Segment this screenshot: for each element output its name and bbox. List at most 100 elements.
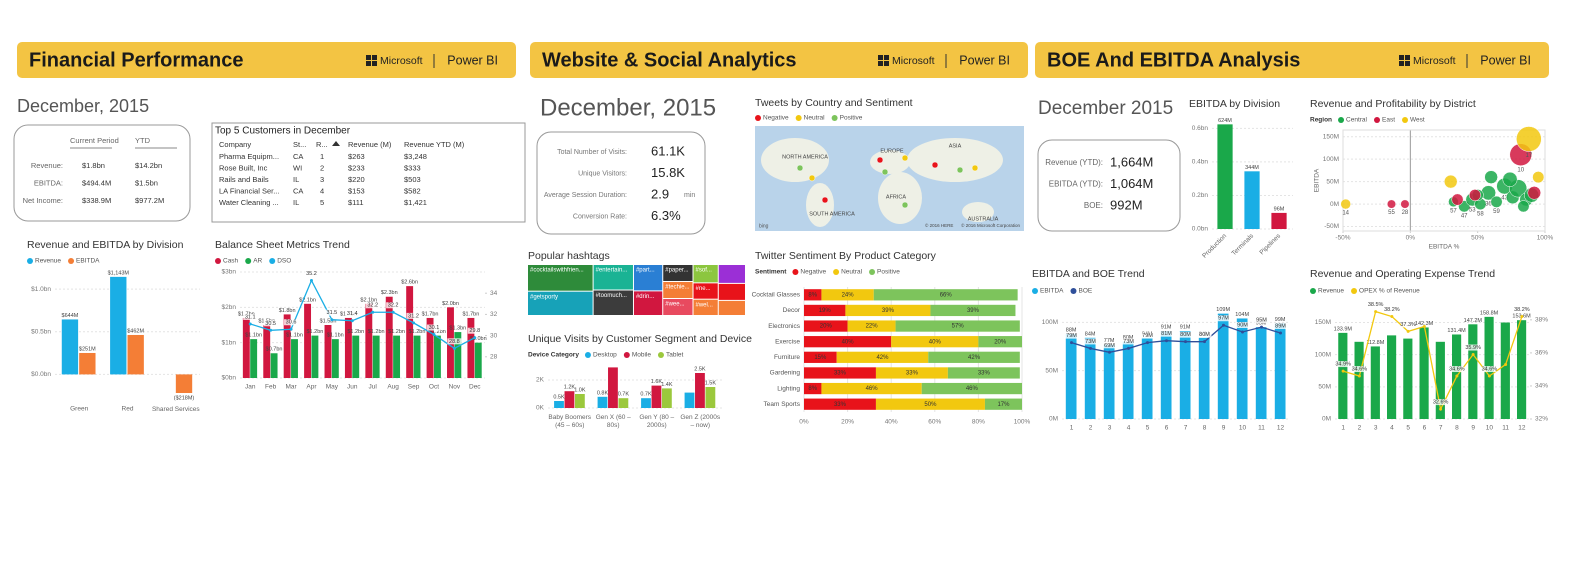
bar bbox=[406, 286, 414, 378]
bubble bbox=[1386, 199, 1396, 209]
microsoft-logo bbox=[1399, 55, 1404, 60]
legend-label: OPEX % of Revenue bbox=[1359, 288, 1420, 295]
data-label: $2.6bn bbox=[401, 280, 418, 286]
bar-segment bbox=[891, 336, 979, 348]
category-label-box: Gen Z (2000s – now) bbox=[680, 414, 720, 429]
microsoft-logo bbox=[372, 55, 377, 60]
x-tick-label: Jan bbox=[245, 384, 256, 391]
brand: Microsoft bbox=[1413, 55, 1456, 67]
legend-swatch bbox=[792, 269, 799, 275]
data-label: 34.6% bbox=[1449, 366, 1465, 372]
data-label: 31.4 bbox=[347, 311, 358, 317]
treemap-tile bbox=[718, 265, 745, 283]
y-tick-label: Team Sports bbox=[764, 401, 801, 408]
map-credit: © 2016 Microsoft Corporation bbox=[961, 222, 1020, 228]
line-marker bbox=[1357, 374, 1361, 378]
kpi-value: 992M bbox=[1110, 197, 1143, 212]
legend-label: BOE bbox=[1078, 288, 1092, 295]
sentiment-pie bbox=[956, 166, 964, 174]
data-label: 81M bbox=[1161, 331, 1172, 337]
data-label: 84M bbox=[1085, 331, 1096, 337]
microsoft-logo bbox=[366, 55, 371, 60]
x-tick-label: Baby Boomers (45 – 60s) bbox=[548, 414, 592, 429]
x-tick-label: 6 bbox=[1423, 425, 1427, 432]
data-label: 30.1 bbox=[429, 325, 440, 331]
bar bbox=[1435, 341, 1445, 419]
map-label: ASIA bbox=[949, 143, 962, 149]
data-label: 30.6 bbox=[286, 320, 297, 326]
legend-label: Revenue bbox=[35, 258, 61, 265]
legend-swatch bbox=[27, 258, 33, 264]
microsoft-logo bbox=[878, 55, 883, 60]
bar bbox=[79, 352, 96, 375]
data-label: ($218M) bbox=[174, 395, 195, 401]
kpi-value: 61.1K bbox=[651, 143, 685, 158]
tile-label: #wee... bbox=[665, 302, 685, 308]
y-tick-label: 0.6bn bbox=[1192, 125, 1209, 132]
line-marker bbox=[309, 278, 313, 282]
tile-label: #entertain... bbox=[596, 268, 628, 274]
table-cell: 2 bbox=[320, 163, 324, 172]
kpi-value: 15.8K bbox=[651, 165, 685, 180]
data-label-bg bbox=[1336, 361, 1351, 368]
table-cell: $3,248 bbox=[404, 152, 427, 161]
x-tick-label: Feb bbox=[265, 384, 277, 391]
bubble bbox=[1502, 171, 1518, 187]
sentiment-pie bbox=[796, 164, 804, 172]
x-tick-label: 12 bbox=[1518, 425, 1526, 432]
x-tick-label: Production bbox=[1201, 232, 1228, 259]
bar bbox=[331, 339, 339, 378]
line-marker bbox=[1203, 340, 1206, 344]
sentiment-pie bbox=[971, 164, 979, 172]
map-credit: © 2016 HERE bbox=[925, 222, 953, 228]
data-label: 1.5K bbox=[705, 380, 717, 386]
data-label-bg bbox=[243, 313, 258, 320]
data-label-bg bbox=[1514, 306, 1529, 313]
line-marker bbox=[1406, 329, 1410, 333]
bar bbox=[661, 388, 672, 408]
x-tick-label: Oct bbox=[429, 384, 439, 391]
table-title: Top 5 Customers in December bbox=[215, 126, 351, 137]
line-marker bbox=[1165, 339, 1168, 343]
microsoft-logo bbox=[372, 61, 377, 66]
bar bbox=[1468, 324, 1478, 419]
legend-label: Desktop bbox=[593, 352, 617, 359]
kpi-label: EBITDA (YTD): bbox=[1049, 180, 1103, 189]
treemap-tile bbox=[693, 265, 718, 283]
legend-label: Positive bbox=[840, 115, 863, 122]
kpi-column: Current Period bbox=[70, 136, 119, 145]
bar-segment bbox=[895, 320, 1020, 332]
table-cell: IL bbox=[293, 175, 299, 184]
table-cell: CA bbox=[293, 186, 303, 195]
y-tick-label: 36% bbox=[1535, 350, 1548, 357]
x-tick-label: 3 bbox=[1108, 425, 1112, 432]
x-tick-label: 4 bbox=[1127, 425, 1131, 432]
data-label: $644M bbox=[62, 313, 79, 319]
line-marker bbox=[1455, 374, 1459, 378]
line-marker bbox=[412, 321, 416, 325]
bar bbox=[1065, 333, 1077, 419]
point-label: 10 bbox=[1517, 167, 1524, 173]
sentiment-pie bbox=[821, 196, 829, 204]
data-label: 46% bbox=[966, 386, 979, 392]
legend-swatch bbox=[1310, 288, 1316, 294]
data-label: 96M bbox=[1274, 206, 1285, 212]
data-label: 28.8 bbox=[449, 339, 460, 345]
x-tick-label: Apr bbox=[306, 384, 317, 391]
treemap-tile bbox=[693, 283, 718, 299]
bar bbox=[574, 394, 585, 408]
panel-title: Website & Social Analytics bbox=[542, 49, 797, 71]
data-label: $1.1bn bbox=[286, 333, 303, 339]
x-tick-label: 6 bbox=[1165, 425, 1169, 432]
x-tick-label: 20% bbox=[841, 419, 854, 426]
date: December 2015 bbox=[1038, 98, 1173, 119]
point-label: 47 bbox=[1461, 214, 1468, 220]
data-label-bg bbox=[1368, 301, 1383, 308]
panel-title: Financial Performance bbox=[29, 49, 244, 71]
bubble bbox=[1532, 171, 1545, 184]
x-tick-label: Nov bbox=[449, 384, 461, 391]
kpi-label: Revenue: bbox=[31, 161, 63, 170]
data-label: 35.9% bbox=[1465, 345, 1481, 351]
data-label: 20% bbox=[994, 339, 1007, 345]
data-label-bg bbox=[284, 319, 299, 326]
